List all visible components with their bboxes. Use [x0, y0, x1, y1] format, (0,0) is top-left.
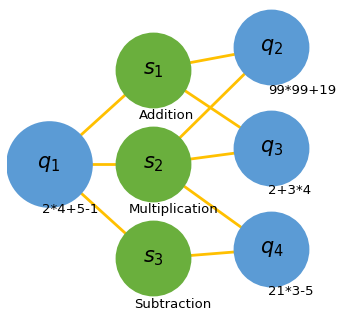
- Text: Addition: Addition: [139, 109, 194, 122]
- Text: 21*3-5: 21*3-5: [268, 285, 313, 298]
- Point: [150, 161, 156, 167]
- Text: $\mathit{q}_3$: $\mathit{q}_3$: [260, 138, 283, 158]
- Text: Multiplication: Multiplication: [129, 203, 219, 216]
- Text: $\mathit{s}_3$: $\mathit{s}_3$: [143, 249, 164, 268]
- Point: [46, 161, 52, 167]
- Text: 99*99+19: 99*99+19: [268, 84, 336, 96]
- Point: [269, 45, 274, 50]
- Point: [150, 67, 156, 72]
- Text: $\mathit{q}_1$: $\mathit{q}_1$: [37, 154, 60, 174]
- Text: $\mathit{q}_2$: $\mathit{q}_2$: [260, 37, 283, 57]
- Text: Subtraction: Subtraction: [134, 297, 211, 311]
- Text: $\mathit{q}_4$: $\mathit{q}_4$: [260, 239, 283, 259]
- Point: [269, 246, 274, 252]
- Text: 2*4+5-1: 2*4+5-1: [42, 203, 98, 216]
- Point: [150, 256, 156, 261]
- Text: 2+3*4: 2+3*4: [268, 184, 311, 197]
- Text: $\mathit{s}_2$: $\mathit{s}_2$: [143, 154, 164, 174]
- Point: [269, 146, 274, 151]
- Text: $\mathit{s}_1$: $\mathit{s}_1$: [143, 60, 164, 79]
